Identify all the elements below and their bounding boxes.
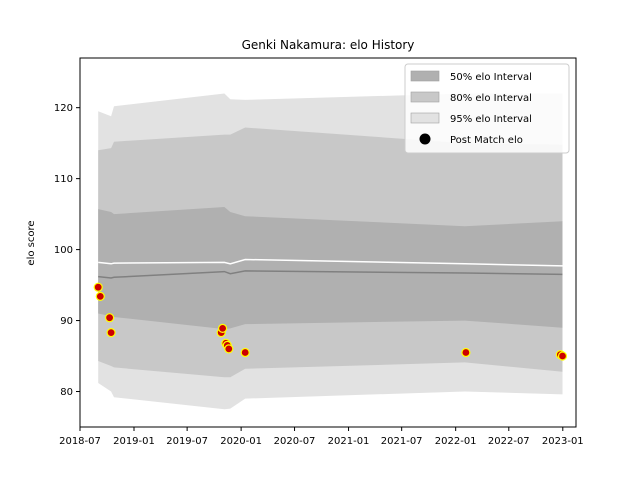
post-match-point (557, 351, 568, 361)
post-match-point (218, 323, 228, 333)
x-tick-label: 2021-07 (381, 436, 423, 447)
x-tick-label: 2020-01 (220, 436, 262, 447)
x-tick-label: 2023-01 (542, 436, 584, 447)
x-tick-label: 2020-07 (274, 436, 316, 447)
x-tick-label: 2022-01 (435, 436, 477, 447)
y-axis: 80 90 100 110 120 (54, 103, 80, 398)
post-match-point (240, 347, 250, 358)
y-tick-label: 120 (54, 103, 73, 114)
x-tick-label: 2019-01 (113, 436, 155, 447)
x-tick-label: 2022-07 (488, 436, 530, 447)
post-match-point (93, 282, 103, 292)
legend-label: 80% elo Interval (450, 93, 532, 104)
y-tick-label: 110 (54, 174, 73, 185)
legend: 50% elo Interval 80% elo Interval 95% elo … (404, 63, 570, 154)
legend-label: 95% elo Interval (450, 114, 532, 125)
legend-marker (419, 133, 431, 145)
series-lines (98, 258, 563, 279)
expected-elo-line (98, 258, 563, 267)
post-match-point (104, 313, 115, 323)
legend-label: Post Match elo (450, 135, 523, 146)
legend-swatch (410, 70, 440, 82)
post-match-point (224, 344, 234, 354)
chart-title: Genki Nakamura: elo History (242, 38, 415, 52)
interval-bands (98, 93, 563, 410)
band-50-interval (98, 207, 563, 330)
legend-frame (404, 63, 570, 154)
post-match-point (106, 328, 116, 338)
x-tick-label: 2021-01 (328, 436, 370, 447)
plot-frame (79, 57, 577, 428)
post-match-point (461, 347, 471, 358)
y-tick-label: 100 (54, 245, 73, 256)
y-axis-label: elo score (26, 220, 37, 265)
x-axis: 2018-07 2019-01 2019-07 2020-01 2020-07 2021-… (59, 427, 584, 447)
legend-label: 50% elo Interval (450, 72, 532, 83)
post-match-points (93, 282, 568, 361)
y-tick-label: 80 (60, 387, 73, 398)
x-tick-label: 2019-07 (166, 436, 208, 447)
y-tick-label: 90 (60, 316, 73, 327)
median-elo-line (98, 270, 563, 279)
x-tick-label: 2018-07 (59, 436, 101, 447)
legend-swatch (410, 91, 440, 103)
legend-swatch (410, 112, 440, 124)
post-match-point (95, 291, 105, 301)
